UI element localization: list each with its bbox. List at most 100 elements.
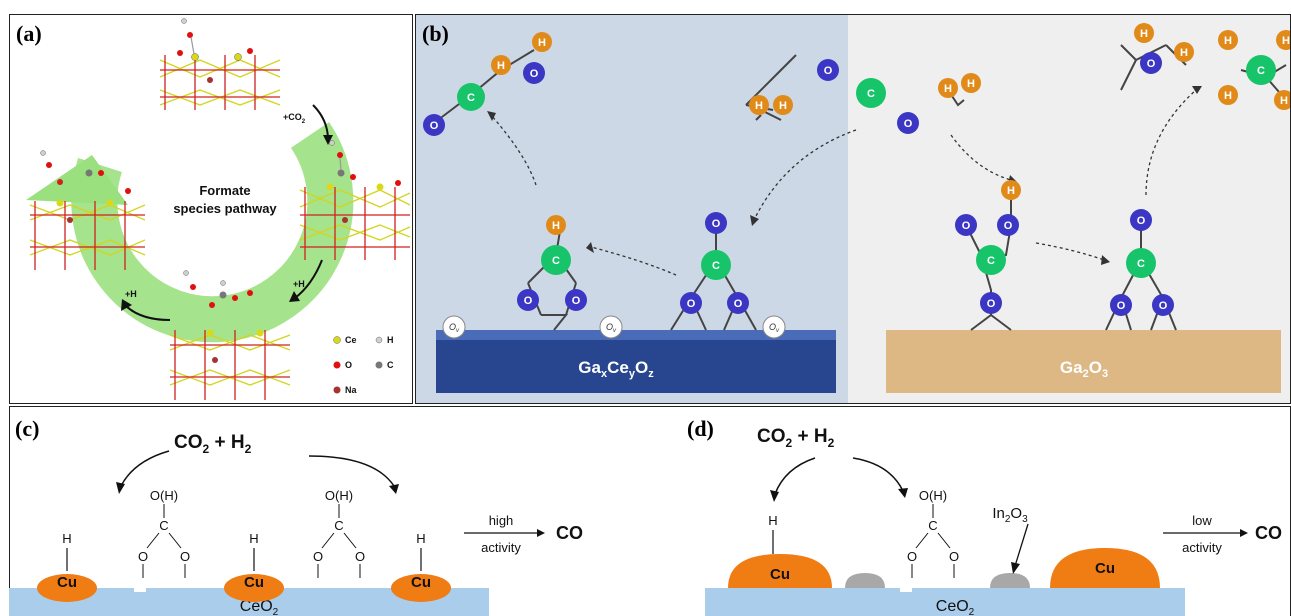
svg-text:O: O: [1004, 220, 1013, 232]
svg-text:H: H: [552, 220, 560, 232]
svg-text:Cu: Cu: [244, 574, 264, 591]
svg-text:H: H: [1180, 47, 1188, 59]
svg-text:C: C: [334, 518, 343, 533]
activity-low-label: low: [1192, 513, 1212, 528]
cu-ceo2-diagram: CO2 + H2 CeO2 Cu Cu Cu H H H O(H) C: [9, 432, 583, 616]
ga2o3-label: Ga2O3: [1060, 358, 1108, 380]
legend-na: Na: [345, 385, 357, 395]
svg-text:Cu: Cu: [1095, 560, 1115, 577]
svg-text:C: C: [1137, 258, 1145, 270]
panel-a: (a) Formate species pathway +CO2 +H +H: [9, 14, 413, 404]
lattice-bottom: [169, 270, 291, 400]
legend-na-dot: [333, 386, 341, 394]
panel-d-tag: (d): [687, 416, 714, 441]
svg-text:O: O: [734, 298, 743, 310]
ceo2-bar-d: [705, 588, 1185, 616]
svg-text:O: O: [687, 298, 696, 310]
gaceo-surface: [436, 330, 836, 393]
svg-text:H: H: [538, 37, 546, 49]
cu-particle-right: [1050, 548, 1160, 588]
ceo2-label-d: CeO2: [936, 598, 975, 616]
reactants-c: CO2 + H2: [174, 432, 252, 456]
dash-arrow-2: [590, 246, 677, 276]
svg-text:O: O: [572, 295, 581, 307]
svg-text:H: H: [1224, 90, 1232, 102]
oxygen-vacancies: Ov Ov Ov: [442, 315, 786, 339]
svg-text:O(H): O(H): [150, 488, 178, 503]
svg-text:O: O: [949, 549, 959, 564]
atoms: O C H O H H H O C O H C O O O C O O H H: [423, 23, 1290, 316]
svg-text:O: O: [1147, 58, 1156, 70]
svg-text:O: O: [138, 549, 148, 564]
svg-text:Ov: Ov: [449, 322, 460, 334]
svg-text:Ov: Ov: [769, 322, 780, 334]
svg-text:H: H: [779, 100, 787, 112]
svg-text:C: C: [159, 518, 168, 533]
svg-text:H: H: [755, 100, 763, 112]
dash-arrow-6: [1145, 89, 1197, 196]
svg-text:C: C: [1257, 65, 1265, 77]
svg-text:H: H: [944, 83, 952, 95]
product-c: CO: [556, 523, 583, 543]
product-d: CO: [1255, 523, 1282, 543]
svg-text:O: O: [907, 549, 917, 564]
svg-text:O: O: [712, 218, 721, 230]
legend-o-dot: [333, 361, 341, 369]
cu-particle-1: [37, 574, 97, 602]
gaceo-label: GaxCeyOz: [578, 358, 654, 380]
svg-text:H: H: [1224, 35, 1232, 47]
svg-text:O: O: [355, 549, 365, 564]
svg-text:H: H: [249, 531, 258, 546]
panel-b-tag: (b): [422, 21, 449, 46]
svg-text:H: H: [1280, 95, 1288, 107]
legend-o: O: [345, 360, 352, 370]
svg-text:C: C: [712, 260, 720, 272]
svg-text:C: C: [928, 518, 937, 533]
svg-text:H: H: [416, 531, 425, 546]
panel-b: GaxCeyOz Ga2O3 Ov Ov Ov: [415, 14, 1291, 404]
svg-text:O(H): O(H): [919, 488, 947, 503]
svg-text:O: O: [430, 120, 439, 132]
svg-text:H: H: [1007, 185, 1015, 197]
formate-pathway-diagram: Formate species pathway +CO2 +H +H: [26, 18, 411, 400]
panel-d: (d) CO2 + H2 CeO2 Cu Cu In2O3 H O(H) C: [675, 406, 1291, 616]
svg-text:O: O: [904, 118, 913, 130]
svg-text:O: O: [1159, 300, 1168, 312]
svg-text:Cu: Cu: [411, 574, 431, 591]
svg-text:O: O: [1137, 215, 1146, 227]
dash-arrow-5: [1035, 242, 1105, 261]
center-line-1: Formate: [199, 183, 250, 198]
svg-text:Cu: Cu: [770, 566, 790, 583]
svg-text:O: O: [313, 549, 323, 564]
svg-text:C: C: [467, 92, 475, 104]
activity-high-label: high: [489, 513, 514, 528]
svg-text:O: O: [962, 220, 971, 232]
svg-text:+CO2: +CO2: [283, 112, 306, 125]
cu-particle-3: [391, 574, 451, 602]
panel-a-tag: (a): [16, 21, 42, 46]
svg-text:O: O: [180, 549, 190, 564]
legend-c-dot: [375, 361, 383, 369]
svg-text:H: H: [1282, 35, 1290, 47]
legend: Ce H O C Na: [333, 335, 394, 395]
svg-text:Ov: Ov: [606, 322, 617, 334]
ga2o3-surface: [886, 330, 1281, 393]
pathway-ring: [71, 122, 354, 343]
legend-h: H: [387, 335, 394, 345]
center-line-2: species pathway: [173, 201, 277, 216]
svg-text:H: H: [1140, 28, 1148, 40]
panel-c: (c) CO2 + H2 CeO2 Cu Cu Cu H H H O(H): [9, 406, 649, 616]
svg-text:C: C: [867, 88, 875, 100]
svg-text:C: C: [552, 255, 560, 267]
svg-text:O(H): O(H): [325, 488, 353, 503]
lattice-left: [29, 150, 146, 270]
step-h-right-label: +H: [293, 279, 305, 289]
step-co2-label: +CO: [283, 112, 302, 122]
activity-label-d: activity: [1182, 540, 1222, 555]
svg-text:Cu: Cu: [57, 574, 77, 591]
svg-text:H: H: [768, 513, 777, 528]
cu-particle-left: [728, 554, 832, 588]
lattice-right: [299, 140, 411, 260]
step-h-left-label: +H: [125, 289, 137, 299]
svg-text:H: H: [967, 78, 975, 90]
